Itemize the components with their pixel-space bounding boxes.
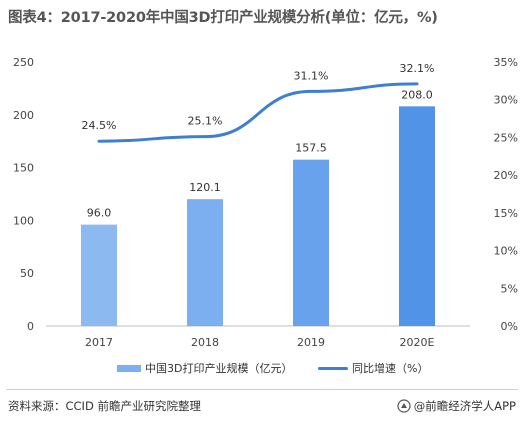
y-right-tick-label: 30% xyxy=(494,94,518,107)
y-right-tick-label: 20% xyxy=(494,169,518,182)
y-right-tick-label: 10% xyxy=(494,245,518,258)
footer-divider xyxy=(6,389,518,390)
legend-swatch-line xyxy=(318,366,348,370)
line-value-label: 31.1% xyxy=(294,69,329,82)
y-right-tick-label: 0% xyxy=(501,320,518,333)
brand-credit: @前瞻经济学人APP xyxy=(397,398,516,414)
y-left-tick-label: 0 xyxy=(27,320,34,333)
legend-label-bar: 中国3D打印产业规模（亿元） xyxy=(145,362,293,375)
brand-label: @前瞻经济学人APP xyxy=(413,399,516,413)
axis-layer: 0 50 100 150 200 250 0% 5% 10% 15% 20% 25% 30% 35% 201… xyxy=(13,56,518,349)
y-left-tick-label: 100 xyxy=(13,214,34,227)
bar-2018 xyxy=(187,199,223,326)
line-value-label: 24.5% xyxy=(82,119,117,132)
bar-2017 xyxy=(81,224,117,326)
legend-label-line: 同比增速（%） xyxy=(352,362,429,375)
chart-title: 图表4：2017-2020年中国3D打印产业规模分析(单位：亿元，%) xyxy=(8,10,438,26)
line-layer xyxy=(97,82,419,143)
x-tick-label: 2017 xyxy=(85,336,113,349)
y-left-tick-label: 250 xyxy=(13,56,34,69)
x-tick-label: 2019 xyxy=(297,336,325,349)
growth-rate-line xyxy=(97,82,419,143)
y-left-tick-label: 50 xyxy=(20,267,34,280)
x-tick-label: 2018 xyxy=(191,336,219,349)
y-right-tick-label: 25% xyxy=(494,131,518,144)
bar-2019 xyxy=(293,159,329,326)
bar-value-label: 96.0 xyxy=(87,207,112,220)
bar-value-label: 120.1 xyxy=(189,181,221,194)
bar-2020E xyxy=(399,106,435,327)
legend-item-line: 同比增速（%） xyxy=(318,360,428,376)
line-value-label: 32.1% xyxy=(400,62,435,75)
legend-swatch-bar xyxy=(117,364,141,372)
chart-legend: 中国3D打印产业规模（亿元） 同比增速（%） xyxy=(0,360,524,378)
bar-value-label: 157.5 xyxy=(295,142,327,155)
source-note: 资料来源：CCID 前瞻产业研究院整理 xyxy=(8,399,201,413)
label-layer: 96.0 120.1 157.5 208.0 24.5% 25.1% 31.1% 32.1% xyxy=(82,62,435,220)
brand-logo-icon xyxy=(397,399,411,413)
legend-item-bar: 中国3D打印产业规模（亿元） xyxy=(117,360,292,376)
y-right-tick-label: 15% xyxy=(494,207,518,220)
y-left-tick-label: 200 xyxy=(13,109,34,122)
y-right-tick-label: 5% xyxy=(501,282,518,295)
line-value-label: 25.1% xyxy=(188,115,223,128)
y-right-tick-label: 35% xyxy=(494,56,518,69)
x-tick-label: 2020E xyxy=(400,336,435,349)
bar-value-label: 208.0 xyxy=(401,88,433,101)
bar-layer xyxy=(81,106,435,327)
y-left-tick-label: 150 xyxy=(13,162,34,175)
